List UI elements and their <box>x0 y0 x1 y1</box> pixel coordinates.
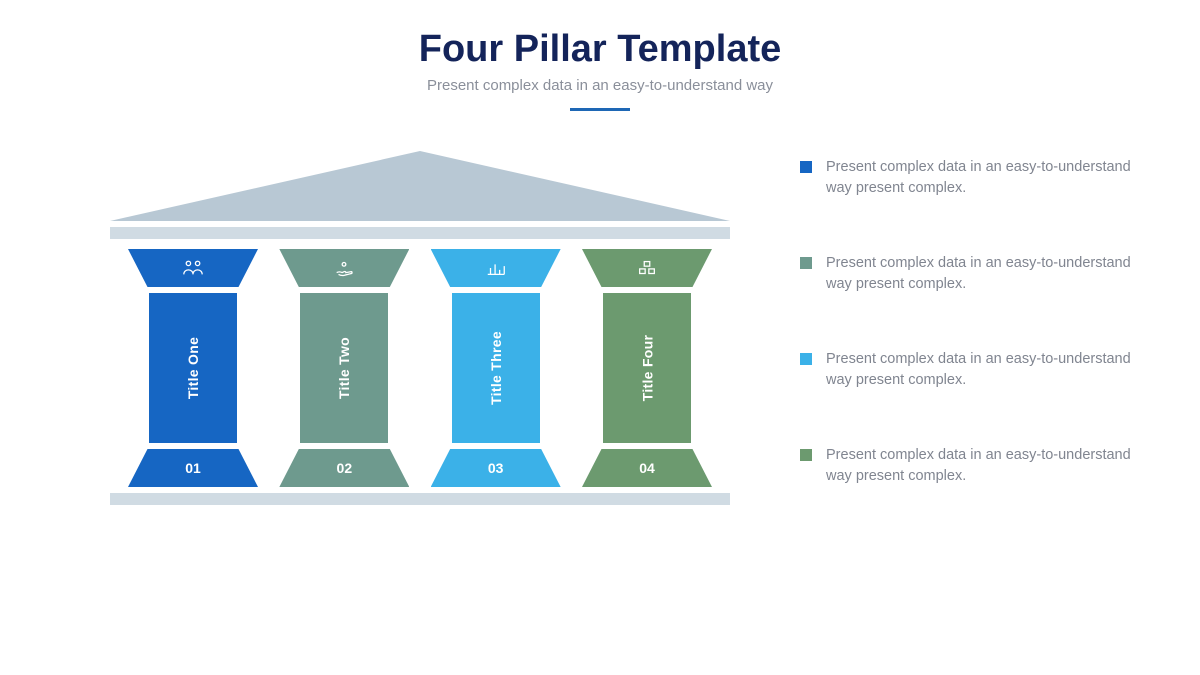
hand-icon <box>333 259 355 277</box>
roof <box>110 151 730 221</box>
page-subtitle: Present complex data in an easy-to-under… <box>0 77 1200 94</box>
pillar-3-cap-top <box>431 249 561 287</box>
pillar-building: Title One 01 Title Two 02 <box>110 151 730 505</box>
pillar-2: Title Two 02 <box>279 249 409 487</box>
legend-text-1: Present complex data in an easy-to-under… <box>826 157 1140 199</box>
legend-item-3: Present complex data in an easy-to-under… <box>800 349 1140 391</box>
people-icon <box>182 259 204 277</box>
pillar-3: Title Three 03 <box>431 249 561 487</box>
header: Four Pillar Template Present complex dat… <box>0 0 1200 111</box>
legend-item-1: Present complex data in an easy-to-under… <box>800 157 1140 199</box>
legend-text-4: Present complex data in an easy-to-under… <box>826 445 1140 487</box>
pillar-4-title: Title Four <box>639 335 655 402</box>
pillar-2-cap-top <box>279 249 409 287</box>
pillar-1-cap-top <box>128 249 258 287</box>
legend-text-3: Present complex data in an easy-to-under… <box>826 349 1140 391</box>
pillar-1-cap-bot: 01 <box>128 449 258 487</box>
legend: Present complex data in an easy-to-under… <box>800 151 1140 505</box>
page-title: Four Pillar Template <box>0 28 1200 71</box>
pillar-1-shaft: Title One <box>149 293 237 443</box>
legend-bullet-1 <box>800 161 812 173</box>
pillar-4-cap-top <box>582 249 712 287</box>
legend-bullet-4 <box>800 449 812 461</box>
pillar-2-number: 02 <box>337 460 353 476</box>
pillar-4-cap-bot: 04 <box>582 449 712 487</box>
pillar-4-number: 04 <box>639 460 655 476</box>
pillar-3-title: Title Three <box>488 331 504 405</box>
pillar-3-number: 03 <box>488 460 504 476</box>
pillar-2-title: Title Two <box>336 337 352 399</box>
content-area: Title One 01 Title Two 02 <box>0 111 1200 505</box>
pillar-2-cap-bot: 02 <box>279 449 409 487</box>
pillar-1: Title One 01 <box>128 249 258 487</box>
pillars-row: Title One 01 Title Two 02 <box>110 249 730 487</box>
pillar-4: Title Four 04 <box>582 249 712 487</box>
chart-icon <box>485 259 507 277</box>
pillar-1-number: 01 <box>185 460 201 476</box>
legend-bullet-2 <box>800 257 812 269</box>
pillar-3-shaft: Title Three <box>452 293 540 443</box>
legend-item-4: Present complex data in an easy-to-under… <box>800 445 1140 487</box>
legend-item-2: Present complex data in an easy-to-under… <box>800 253 1140 295</box>
beam-bottom <box>110 493 730 505</box>
legend-bullet-3 <box>800 353 812 365</box>
pillar-2-shaft: Title Two <box>300 293 388 443</box>
pillar-1-title: Title One <box>185 337 201 399</box>
boxes-icon <box>636 259 658 277</box>
beam-top <box>110 227 730 239</box>
legend-text-2: Present complex data in an easy-to-under… <box>826 253 1140 295</box>
pillar-3-cap-bot: 03 <box>431 449 561 487</box>
pillar-4-shaft: Title Four <box>603 293 691 443</box>
